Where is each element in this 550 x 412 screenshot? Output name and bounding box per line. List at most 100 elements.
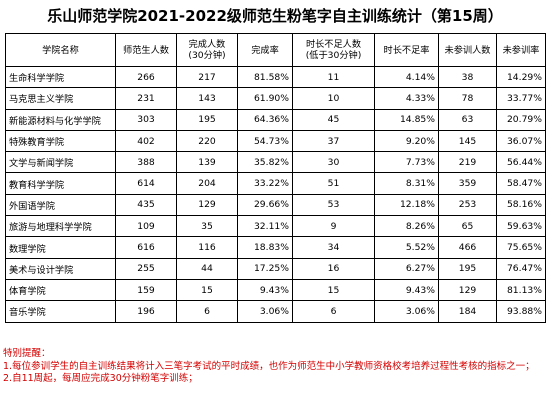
cell-students: 402 bbox=[115, 129, 177, 153]
cell-completed: 15 bbox=[176, 278, 238, 302]
notes-line-1: 1.每位参训学生的自主训练结果将计入三笔字考试的平时成绩，也作为师范生中小学教师… bbox=[3, 360, 535, 372]
cell-absent: 184 bbox=[438, 300, 497, 323]
cell-absent: 129 bbox=[438, 278, 497, 302]
cell-absent: 359 bbox=[438, 172, 497, 195]
cell-absent: 145 bbox=[438, 129, 497, 153]
cell-completed: 143 bbox=[176, 87, 238, 110]
cell-absent-rate: 75.65% bbox=[496, 236, 546, 259]
cell-college: 体育学院 bbox=[5, 278, 116, 302]
cell-short-rate: 6.27% bbox=[374, 257, 439, 280]
cell-students: 616 bbox=[115, 236, 177, 259]
cell-short-time: 16 bbox=[292, 257, 375, 280]
cell-absent: 63 bbox=[438, 108, 497, 131]
cell-short-time: 15 bbox=[292, 278, 375, 302]
header-students: 师范生人数 bbox=[115, 33, 177, 67]
cell-absent-rate: 59.63% bbox=[496, 215, 546, 238]
cell-short-time: 37 bbox=[292, 129, 375, 153]
cell-absent-rate: 76.47% bbox=[496, 257, 546, 280]
table-row: 生命科学学院 266 217 81.58% 11 4.14% 38 14.29% bbox=[5, 65, 546, 89]
cell-college: 教育科学学院 bbox=[5, 172, 116, 195]
cell-completed: 44 bbox=[176, 257, 238, 280]
cell-absent: 219 bbox=[438, 151, 497, 174]
notes-line-2: 2.自11周起，每周应完成30分钟粉笔字训练； bbox=[3, 373, 198, 384]
cell-absent: 195 bbox=[438, 257, 497, 280]
cell-completion-rate: 18.83% bbox=[237, 236, 293, 259]
cell-completed: 139 bbox=[176, 151, 238, 174]
cell-students: 255 bbox=[115, 257, 177, 280]
cell-short-time: 10 bbox=[292, 87, 375, 110]
cell-absent: 38 bbox=[438, 65, 497, 89]
cell-completed: 204 bbox=[176, 172, 238, 195]
cell-short-rate: 4.14% bbox=[374, 65, 439, 89]
cell-completion-rate: 54.73% bbox=[237, 129, 293, 153]
table-row: 外国语学院 435 129 29.66% 53 12.18% 253 58.16% bbox=[5, 193, 546, 217]
cell-short-time: 11 bbox=[292, 65, 375, 89]
table-row: 新能源材料与化学学院 303 195 64.36% 45 14.85% 63 20.79% bbox=[5, 108, 546, 131]
cell-short-rate: 14.85% bbox=[374, 108, 439, 131]
page-title: 乐山师范学院2021-2022级师范生粉笔字自主训练统计（第15周） bbox=[47, 7, 503, 25]
table-row: 美术与设计学院 255 44 17.25% 16 6.27% 195 76.47% bbox=[5, 257, 546, 280]
cell-absent-rate: 14.29% bbox=[496, 65, 546, 89]
cell-completion-rate: 32.11% bbox=[237, 215, 293, 238]
cell-students: 266 bbox=[115, 65, 177, 89]
header-absent: 未参训人数 bbox=[438, 33, 497, 67]
cell-short-time: 34 bbox=[292, 236, 375, 259]
cell-completed: 195 bbox=[176, 108, 238, 131]
cell-absent: 253 bbox=[438, 193, 497, 217]
cell-completion-rate: 9.43% bbox=[237, 278, 293, 302]
cell-college: 马克思主义学院 bbox=[5, 87, 116, 110]
cell-short-rate: 5.52% bbox=[374, 236, 439, 259]
table-row: 教育科学学院 614 204 33.22% 51 8.31% 359 58.47% bbox=[5, 172, 546, 195]
table-row: 文学与新闻学院 388 139 35.82% 30 7.73% 219 56.44% bbox=[5, 151, 546, 174]
cell-students: 303 bbox=[115, 108, 177, 131]
header-completion-rate: 完成率 bbox=[237, 33, 293, 67]
cell-absent: 78 bbox=[438, 87, 497, 110]
stats-table: 学院名称 师范生人数 完成人数 (30分钟) 完成率 时长不足人数 (低于30分… bbox=[5, 33, 546, 323]
table-row: 特殊教育学院 402 220 54.73% 37 9.20% 145 36.07% bbox=[5, 129, 546, 153]
cell-college: 数理学院 bbox=[5, 236, 116, 259]
cell-college: 音乐学院 bbox=[5, 300, 116, 323]
cell-completion-rate: 61.90% bbox=[237, 87, 293, 110]
cell-college: 美术与设计学院 bbox=[5, 257, 116, 280]
table-header-row: 学院名称 师范生人数 完成人数 (30分钟) 完成率 时长不足人数 (低于30分… bbox=[5, 33, 546, 67]
cell-completed: 129 bbox=[176, 193, 238, 217]
cell-college: 特殊教育学院 bbox=[5, 129, 116, 153]
cell-completion-rate: 29.66% bbox=[237, 193, 293, 217]
cell-students: 435 bbox=[115, 193, 177, 217]
cell-short-time: 9 bbox=[292, 215, 375, 238]
cell-completion-rate: 3.06% bbox=[237, 300, 293, 323]
header-short-rate: 时长不足率 bbox=[374, 33, 439, 67]
cell-absent-rate: 93.88% bbox=[496, 300, 546, 323]
cell-absent-rate: 81.13% bbox=[496, 278, 546, 302]
cell-completion-rate: 81.58% bbox=[237, 65, 293, 89]
cell-short-rate: 4.33% bbox=[374, 87, 439, 110]
cell-students: 614 bbox=[115, 172, 177, 195]
cell-short-time: 6 bbox=[292, 300, 375, 323]
cell-completed: 116 bbox=[176, 236, 238, 259]
cell-students: 388 bbox=[115, 151, 177, 174]
cell-absent: 466 bbox=[438, 236, 497, 259]
cell-students: 196 bbox=[115, 300, 177, 323]
cell-absent-rate: 58.47% bbox=[496, 172, 546, 195]
cell-college: 文学与新闻学院 bbox=[5, 151, 116, 174]
cell-completed: 220 bbox=[176, 129, 238, 153]
cell-college: 生命科学学院 bbox=[5, 65, 116, 89]
cell-completion-rate: 64.36% bbox=[237, 108, 293, 131]
cell-students: 159 bbox=[115, 278, 177, 302]
cell-short-time: 53 bbox=[292, 193, 375, 217]
cell-short-rate: 3.06% bbox=[374, 300, 439, 323]
header-completed: 完成人数 (30分钟) bbox=[176, 33, 238, 67]
table-row: 数理学院 616 116 18.83% 34 5.52% 466 75.65% bbox=[5, 236, 546, 259]
cell-short-time: 45 bbox=[292, 108, 375, 131]
cell-college: 新能源材料与化学学院 bbox=[5, 108, 116, 131]
table-row: 旅游与地理科学学院 109 35 32.11% 9 8.26% 65 59.63% bbox=[5, 215, 546, 238]
notes-heading: 特别提醒： bbox=[3, 348, 51, 359]
cell-short-rate: 8.26% bbox=[374, 215, 439, 238]
table-row: 马克思主义学院 231 143 61.90% 10 4.33% 78 33.77% bbox=[5, 87, 546, 110]
cell-absent-rate: 36.07% bbox=[496, 129, 546, 153]
cell-absent-rate: 33.77% bbox=[496, 87, 546, 110]
cell-short-rate: 9.20% bbox=[374, 129, 439, 153]
cell-short-rate: 9.43% bbox=[374, 278, 439, 302]
cell-absent: 65 bbox=[438, 215, 497, 238]
cell-completed: 35 bbox=[176, 215, 238, 238]
